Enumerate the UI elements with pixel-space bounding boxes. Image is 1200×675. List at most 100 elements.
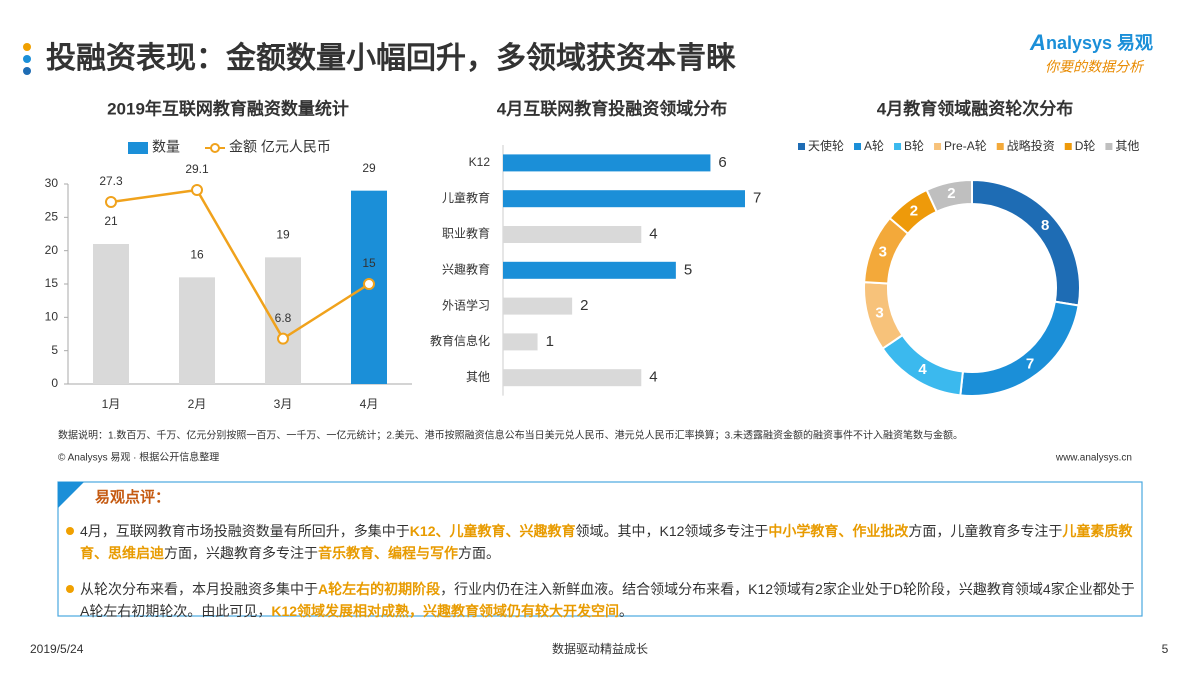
- logo-initial: A: [1029, 30, 1046, 55]
- legend-label: B轮: [904, 139, 924, 153]
- donut-segment: [971, 178, 1082, 307]
- comment-heading: 易观点评：: [95, 489, 170, 506]
- highlight-text: A轮左右的初期阶段: [318, 581, 441, 597]
- chart-title: 2019年互联网教育融资数量统计: [107, 98, 349, 118]
- highlight-text: K12领域发展相对成熟，兴趣教育领域仍有较大开发空间: [271, 603, 620, 619]
- y-tick-label: 10: [45, 310, 59, 324]
- bar: [503, 226, 642, 243]
- comment-corner: [58, 482, 84, 508]
- legend-label: 金额 亿元人民币: [229, 139, 331, 155]
- data-label: 3: [879, 243, 887, 260]
- data-label: 16: [190, 248, 204, 262]
- bullet: [66, 585, 74, 593]
- line-marker: [277, 332, 289, 345]
- source: © Analysys 易观 · 根据公开信息整理: [58, 451, 219, 464]
- line: [110, 188, 370, 341]
- comment-text: 方面。: [458, 545, 500, 561]
- data-label: 7: [753, 190, 761, 207]
- data-label: 5: [684, 261, 692, 278]
- title-dot: [23, 43, 31, 51]
- legend-swatch: [934, 143, 942, 150]
- data-label: 8: [1041, 217, 1049, 234]
- page-number: 5: [1162, 642, 1169, 656]
- y-tick-label: 25: [45, 210, 59, 224]
- y-tick-label: 职业教育: [442, 226, 490, 241]
- comment-text: 4月，互联网教育市场投融资数量有所回升，多集中于: [80, 523, 410, 539]
- data-label: 7: [1026, 355, 1034, 372]
- highlight-text: 音乐教育、编程与写作: [318, 545, 458, 561]
- bar: [503, 297, 573, 315]
- comment-paragraph: 4月，互联网教育市场投融资数量有所回升，多集中于K12、儿童教育、兴趣教育领域。…: [80, 520, 1140, 564]
- data-label: 2: [947, 185, 955, 202]
- legend-swatch: [854, 143, 862, 150]
- donut-segment: [925, 178, 973, 214]
- footer-date: 2019/5/24: [30, 642, 84, 656]
- slide-title: 投融资表现：金额数量小幅回升，多领域获资本青睐: [46, 41, 736, 75]
- legend-swatch: [894, 143, 902, 150]
- bar: [503, 190, 745, 208]
- comment-box: [57, 481, 1143, 617]
- comment-text: 方面，儿童教育多专注于: [908, 523, 1063, 539]
- data-label: 1: [546, 333, 554, 350]
- legend-label: Pre-A轮: [944, 139, 987, 153]
- legend-swatch: [1105, 143, 1113, 150]
- highlight-text: K12、儿童教育、兴趣教育: [409, 523, 576, 539]
- line-marker: [191, 184, 203, 196]
- legend-swatch: [128, 142, 148, 154]
- legend-swatch: [798, 143, 805, 150]
- legend-swatch: [1064, 143, 1072, 150]
- bar: [179, 277, 215, 384]
- bar: [503, 369, 642, 387]
- line-marker: [105, 196, 117, 208]
- chart-title: 4月互联网教育投融资领域分布: [497, 98, 727, 118]
- legend-label: 其他: [1115, 139, 1139, 153]
- y-tick-label: 0: [51, 376, 58, 390]
- highlight-text: 儿童素质教育、思维启迪: [80, 523, 1133, 561]
- comment-text: 从轮次分布来看，本月投融资多集中于: [80, 581, 318, 597]
- title-dot: [23, 67, 31, 75]
- data-label: 3: [875, 305, 883, 322]
- legend-label: 天使轮: [808, 138, 844, 153]
- donut-segment: [959, 300, 1080, 397]
- data-label: 4: [918, 361, 927, 378]
- data-label: 4: [649, 225, 657, 242]
- url: www.analysys.cn: [1055, 453, 1132, 464]
- footer-slogan: 数据驱动精益成长: [552, 641, 648, 656]
- data-label: 4: [649, 369, 657, 386]
- logo: nalysys 易观: [1046, 33, 1153, 53]
- y-tick-label: 5: [51, 343, 58, 357]
- bar: [503, 333, 538, 351]
- data-note: 数据说明：1.数百万、千万、亿元分别按照一百万、一千万、一亿元统计；2.美元、港…: [58, 429, 963, 442]
- data-label: 29.1: [185, 162, 209, 176]
- chart-title: 4月教育领域融资轮次分布: [877, 98, 1073, 118]
- comment-text: 领域。其中，K12领域多专注于: [575, 523, 769, 539]
- line-marker: [363, 278, 375, 290]
- bar: [93, 244, 129, 384]
- data-label: 19: [276, 228, 290, 242]
- y-tick-label: 20: [45, 243, 59, 257]
- bar: [265, 257, 301, 384]
- highlight-text: 中小学教育、作业批改: [768, 523, 909, 539]
- comment-text: ，行业内仍在注入新鲜血液。结合领域分布来看，K12领域有2家企业处于D轮阶段，兴…: [80, 581, 1135, 619]
- legend-label: 战略投资: [1007, 138, 1055, 153]
- data-label: 6: [718, 154, 726, 171]
- y-tick-label: 外语学习: [442, 297, 490, 312]
- data-label: 27.3: [99, 174, 123, 188]
- data-label: 2: [580, 297, 588, 314]
- data-label: 29: [362, 161, 376, 175]
- legend-marker: [210, 143, 220, 153]
- legend-label: D轮: [1075, 139, 1096, 153]
- legend-label: A轮: [864, 139, 884, 153]
- logo-slogan: 你要的数据分析: [1045, 59, 1145, 75]
- x-tick-label: 4月: [360, 397, 379, 411]
- y-tick-label: K12: [469, 155, 491, 169]
- x-tick-label: 3月: [274, 397, 293, 411]
- y-tick-label: 兴趣教育: [442, 261, 490, 276]
- data-label: 2: [910, 203, 918, 220]
- y-tick-label: 其他: [466, 370, 490, 384]
- y-tick-label: 30: [45, 176, 59, 190]
- legend-label: 数量: [152, 139, 180, 155]
- title-dot: [23, 55, 31, 63]
